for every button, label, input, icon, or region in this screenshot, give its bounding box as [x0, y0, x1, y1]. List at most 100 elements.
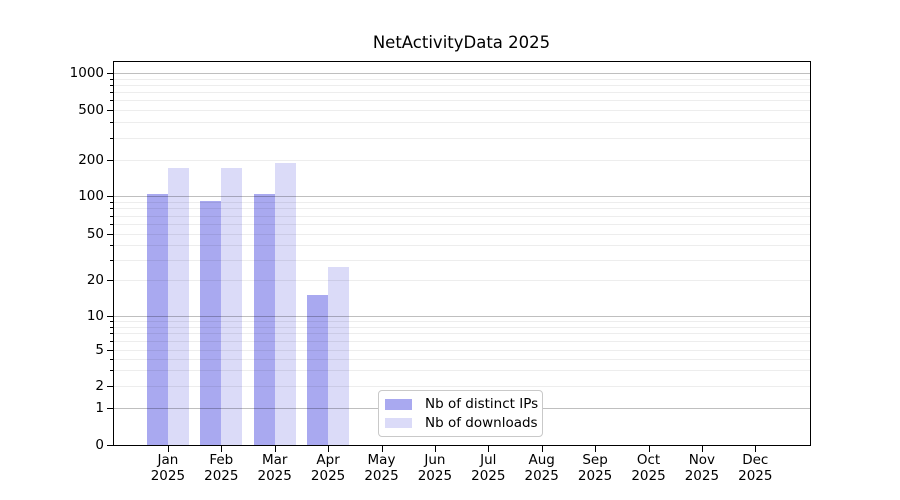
x-tick-label: Dec 2025 [738, 452, 773, 484]
y-tick-mark [106, 234, 113, 235]
y-tick-label: 200 [78, 152, 104, 168]
gridline-minor [114, 358, 810, 360]
gridline-minor [114, 245, 810, 247]
gridline-minor [114, 160, 810, 161]
x-tick-label: Aug 2025 [524, 452, 559, 484]
bar-downloads-jan [167, 168, 189, 445]
y-tick-mark-minor [109, 224, 113, 225]
x-tick-mark [221, 445, 223, 452]
legend-label-downloads: Nb of downloads [425, 414, 538, 431]
gridline-minor [114, 215, 810, 217]
legend-label-distinct-ips: Nb of distinct IPs [425, 396, 539, 413]
x-tick-label: Sep 2025 [577, 452, 613, 484]
bars-layer [114, 62, 810, 445]
y-tick-mark-minor [109, 326, 113, 328]
y-tick-mark-minor [109, 321, 113, 323]
y-tick-mark-minor [109, 341, 113, 343]
plot-area [113, 61, 811, 446]
bar-downloads-apr [328, 266, 350, 445]
y-tick-mark-minor [109, 245, 113, 247]
bar-downloads-feb [221, 168, 243, 445]
gridline-minor [114, 386, 810, 387]
x-tick-mark [595, 445, 597, 452]
y-tick-label: 0 [95, 437, 104, 453]
y-tick-mark [106, 160, 113, 161]
y-tick-mark-minor [109, 201, 113, 203]
x-tick-label: Jan 2025 [150, 452, 186, 484]
x-tick-label: Jun 2025 [417, 452, 453, 484]
x-tick-label: Mar 2025 [257, 452, 292, 484]
y-tick-mark-minor [109, 100, 113, 102]
gridline-minor [114, 259, 810, 261]
bar-distinct-ips-feb [200, 200, 222, 445]
gridline-minor [114, 341, 810, 343]
x-tick-mark [328, 445, 330, 452]
y-tick-mark-minor [109, 137, 113, 139]
gridline-minor [114, 137, 810, 139]
gridlines-layer [114, 62, 810, 445]
x-tick-mark [701, 445, 703, 452]
gridline-major [114, 73, 810, 74]
y-tick-mark [106, 280, 113, 281]
gridline-minor [114, 370, 810, 372]
gridline-minor [114, 92, 810, 94]
gridline-minor [114, 208, 810, 210]
y-tick-mark [106, 445, 113, 446]
y-tick-mark [106, 316, 113, 317]
x-tick-label: Feb 2025 [204, 452, 239, 484]
y-tick-mark [106, 110, 113, 111]
gridline-minor [114, 110, 810, 111]
x-tick-mark [434, 445, 436, 452]
x-tick-mark [541, 445, 543, 452]
y-tick-mark [106, 196, 113, 197]
gridline-minor [114, 333, 810, 335]
gridline-major [114, 196, 810, 197]
y-tick-mark [106, 408, 113, 409]
y-tick-mark-minor [109, 78, 113, 80]
legend-swatch-distinct-ips [385, 399, 412, 410]
x-tick-mark [648, 445, 650, 452]
y-tick-mark-minor [109, 259, 113, 261]
gridline-major [114, 316, 810, 317]
y-tick-label: 5 [95, 342, 104, 358]
y-tick-label: 500 [78, 102, 104, 118]
x-tick-mark [381, 445, 383, 452]
bar-distinct-ips-apr [307, 294, 329, 445]
legend-item-distinct-ips: Nb of distinct IPs [385, 395, 539, 414]
y-tick-label: 100 [78, 188, 104, 204]
y-tick-mark-minor [109, 358, 113, 360]
y-tick-mark-minor [109, 84, 113, 86]
gridline-minor [114, 234, 810, 235]
gridline-minor [114, 350, 810, 351]
x-tick-label: Oct 2025 [631, 452, 666, 484]
y-tick-mark [106, 386, 113, 387]
y-tick-mark-minor [109, 215, 113, 217]
legend-swatch-downloads [385, 417, 412, 428]
y-tick-mark-minor [109, 333, 113, 335]
y-tick-label: 1 [95, 400, 104, 416]
y-tick-mark-minor [109, 370, 113, 372]
x-tick-mark [755, 445, 757, 452]
gridline-minor [114, 321, 810, 323]
bar-distinct-ips-mar [253, 193, 275, 445]
y-tick-mark-minor [109, 122, 113, 124]
x-tick-mark [167, 445, 169, 452]
y-tick-mark [106, 73, 113, 74]
gridline-minor [114, 224, 810, 225]
y-tick-label: 20 [86, 272, 104, 288]
gridline-minor [114, 326, 810, 328]
x-tick-mark [488, 445, 490, 452]
gridline-minor [114, 78, 810, 80]
gridline-minor [114, 100, 810, 102]
gridline-minor [114, 201, 810, 203]
gridline-minor [114, 122, 810, 124]
gridline-minor [114, 280, 810, 281]
gridline-minor [114, 84, 810, 86]
legend: Nb of distinct IPs Nb of downloads [378, 390, 543, 437]
y-tick-label: 50 [86, 226, 104, 242]
legend-item-downloads: Nb of downloads [385, 414, 538, 433]
y-tick-mark-minor [109, 208, 113, 210]
y-tick-label: 10 [86, 308, 104, 324]
x-tick-mark [274, 445, 276, 452]
